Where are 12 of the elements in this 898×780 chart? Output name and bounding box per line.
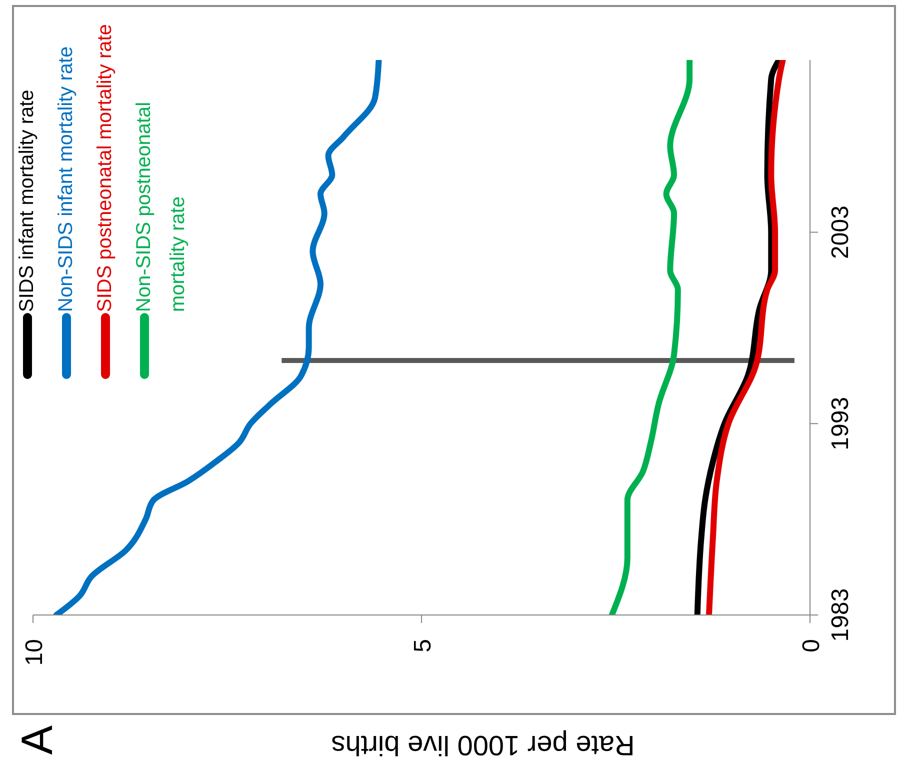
text: Non-SIDS infant mortality rate (54, 45, 78, 312)
x-tick-label: 5 (410, 639, 436, 652)
text: SIDS postneonatal mortality rate (93, 23, 117, 312)
y-tick-label: 2003 (827, 206, 854, 259)
text: Non-SIDS postneonatal mortality rate (132, 100, 190, 312)
y-tick-label: 1983 (827, 588, 854, 642)
x-tick-label: 0 (798, 639, 825, 652)
y-tick-label: 1993 (827, 396, 854, 450)
text: A (13, 724, 62, 757)
x-axis-title: Rate per 1000 live births (330, 729, 636, 762)
x-tick-label: 10 (21, 639, 48, 666)
text: SIDS infant mortality rate (15, 88, 39, 312)
